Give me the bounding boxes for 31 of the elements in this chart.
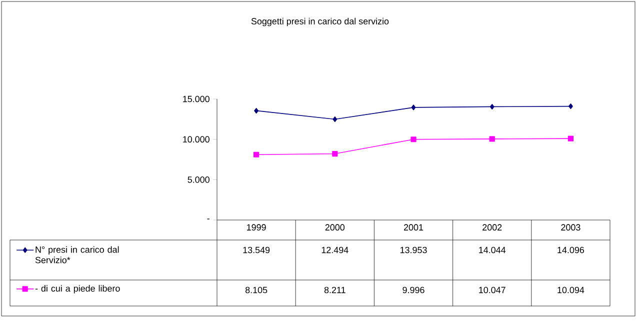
data-label: 8.105 [245,286,268,294]
x-tick-label: 2002 [482,224,502,231]
data-label: 10.094 [558,286,584,294]
point [254,108,259,114]
x-tick-label: 2000 [325,224,345,231]
legend-label: N° presi in carico dal Servizio* [35,246,119,264]
data-label: 8.211 [324,286,346,294]
point [489,136,495,142]
point [568,136,574,142]
y-tick-label: 10.000 [183,136,210,143]
data-label: 12.494 [322,246,348,254]
y-tick-label: 15.000 [183,96,210,102]
legend-label: - di cui a piede libero [35,285,120,294]
point [254,152,260,158]
data-label: 13.549 [243,246,270,254]
data-label: 14.096 [558,246,584,254]
point [332,150,338,157]
chart-title: Soggetti presi in carico dal servizio [251,18,389,26]
point [332,116,338,122]
y-tick-label: - [207,218,210,220]
data-label: 13.953 [400,246,427,254]
data-label: 9.996 [402,286,424,294]
point [490,104,494,110]
x-tick-label: 2001 [404,224,424,231]
data-label: 10.047 [479,286,506,294]
point [410,136,416,142]
x-tick-label: 2003 [561,224,580,231]
data-label: 14.044 [479,246,506,254]
point [411,104,416,110]
x-tick-label: 1999 [247,224,266,231]
y-tick-label: 5.000 [188,176,210,183]
